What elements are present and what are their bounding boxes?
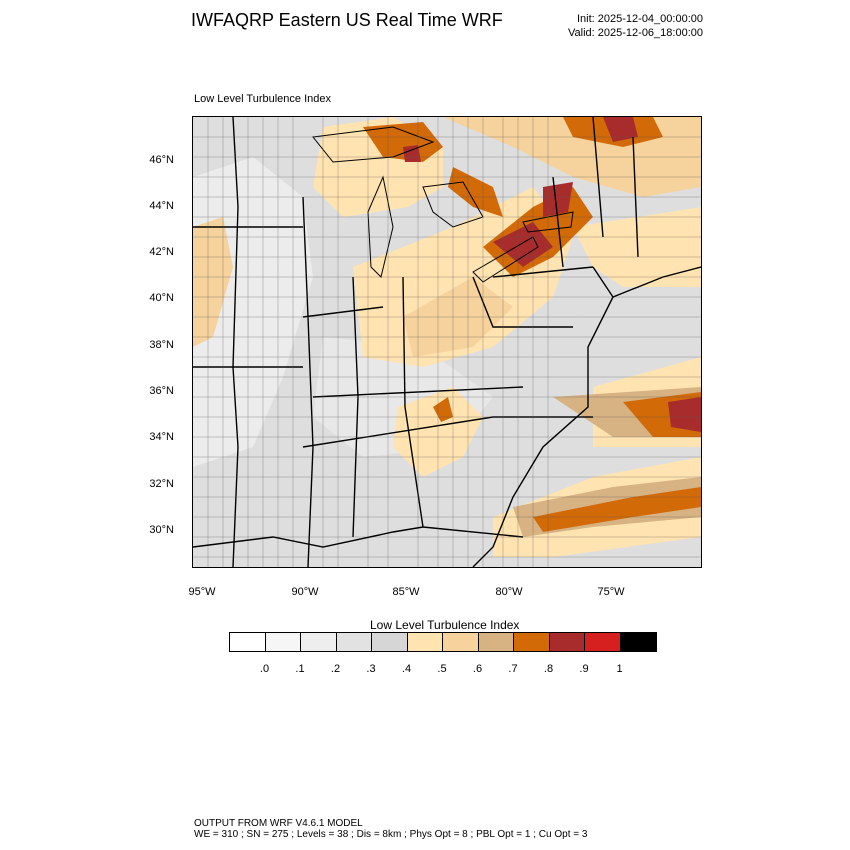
gulf-coastline xyxy=(193,526,424,548)
lon-label-80w: 80°W xyxy=(495,586,523,598)
colorbar-box xyxy=(549,633,585,651)
lake-ontario xyxy=(522,211,574,233)
colorbar-label: .5 xyxy=(437,663,447,675)
lat-label-44n: 44°N xyxy=(149,200,174,212)
field-red-superior xyxy=(403,145,421,162)
atlantic-coastline xyxy=(472,266,614,567)
valid-time: Valid: 2025-12-06_18:00:00 xyxy=(568,27,703,39)
colorbar-label: .0 xyxy=(259,663,270,675)
lat-label-30n: 30°N xyxy=(149,524,174,536)
footer-model: OUTPUT FROM WRF V4.6.1 MODEL xyxy=(194,818,363,829)
lon-label-85w: 85°W xyxy=(392,586,420,598)
lon-label-90w: 90°W xyxy=(291,586,319,598)
colorbar-label: .3 xyxy=(366,663,376,675)
lat-label-46n: 46°N xyxy=(149,154,174,166)
colorbar-label: .8 xyxy=(543,663,554,675)
colorbar-box xyxy=(585,633,621,651)
turbulence-map xyxy=(192,116,702,568)
colorbar-box xyxy=(265,633,301,651)
colorbar-label: .4 xyxy=(401,663,412,675)
colorbar xyxy=(229,632,657,652)
colorbar-box xyxy=(301,633,337,651)
colorbar-box xyxy=(230,633,266,651)
field-red-offshore xyxy=(668,397,701,432)
colorbar-box xyxy=(372,633,408,651)
colorbar-box xyxy=(443,633,479,651)
lat-label-36n: 36°N xyxy=(149,385,174,397)
colorbar-box xyxy=(407,633,443,651)
colorbar-label: .6 xyxy=(472,663,483,675)
lat-label-32n: 32°N xyxy=(149,478,174,490)
field-red-quebec xyxy=(603,117,638,142)
new-england-coastline xyxy=(612,266,701,298)
field-red-erie xyxy=(493,222,553,267)
lake-michigan xyxy=(367,175,394,278)
colorbar-label: .1 xyxy=(295,663,305,675)
lake-erie xyxy=(472,236,539,283)
lat-label-40n: 40°N xyxy=(149,292,174,304)
colorbar-box xyxy=(478,633,514,651)
colorbar-title: Low Level Turbulence Index xyxy=(370,618,520,632)
footer-params: WE = 310 ; SN = 275 ; Levels = 38 ; Dis … xyxy=(194,829,588,840)
colorbar-box xyxy=(514,633,550,651)
lake-superior xyxy=(312,126,435,163)
lon-label-95w: 95°W xyxy=(188,586,216,598)
field-orange-gulfstream xyxy=(533,487,701,532)
colorbar-label: .7 xyxy=(508,663,518,675)
lat-label-38n: 38°N xyxy=(149,339,174,351)
init-time: Init: 2025-12-04_00:00:00 xyxy=(577,13,703,25)
chart-title: IWFAQRP Eastern US Real Time WRF xyxy=(191,10,503,30)
field-orange-superior xyxy=(363,122,443,162)
lat-label-42n: 42°N xyxy=(149,246,174,258)
colorbar-label: 1 xyxy=(616,663,623,675)
colorbar-label: .2 xyxy=(330,663,341,675)
colorbar-label: .9 xyxy=(579,663,589,675)
lon-label-75w: 75°W xyxy=(597,586,625,598)
county-grid xyxy=(193,117,701,567)
colorbar-box xyxy=(620,633,656,651)
map-label: Low Level Turbulence Index xyxy=(194,93,331,105)
field-red-ontario xyxy=(543,182,573,217)
field-orange-huron xyxy=(448,167,503,217)
colorbar-box xyxy=(336,633,372,651)
lat-label-34n: 34°N xyxy=(149,431,174,443)
map-svg xyxy=(193,117,701,567)
